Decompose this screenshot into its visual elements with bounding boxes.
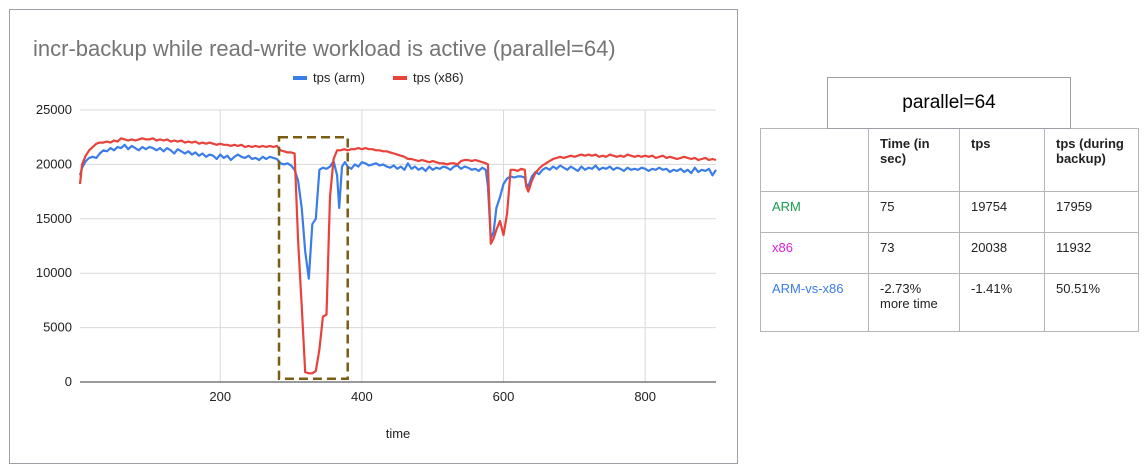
legend-label-x86: tps (x86) [413,70,464,85]
y-tick-label: 10000 [36,265,72,280]
cell-x86-tps-backup: 11932 [1044,232,1139,274]
y-tick-label: 25000 [36,102,72,117]
table-row-arm-vs-x86: ARM-vs-x86 -2.73% more time -1.41% 50.51… [760,273,1139,332]
header-cell-time: Time (in sec) [868,128,960,192]
cell-arm-tps-backup: 17959 [1044,191,1139,233]
parallel-label: parallel=64 [902,92,996,113]
x-tick-label: 400 [351,389,373,404]
header-cell-tps-during-backup: tps (during backup) [1044,128,1139,192]
parallel-label-box: parallel=64 [827,77,1071,129]
x-tick-label: 800 [634,389,656,404]
highlight-box [277,135,349,380]
cell-x86-tps: 20038 [959,232,1045,274]
table-row-x86: x86 73 20038 11932 [760,232,1139,274]
series-layer [78,137,717,375]
cell-arm-time: 75 [868,191,960,233]
stats-table: Time (in sec) tps tps (during backup) AR… [760,128,1139,332]
highlight-layer [277,135,349,380]
line-chart: incr-backup while read-write workload is… [33,36,717,441]
legend-label-arm: tps (arm) [313,70,365,85]
x-axis-label: time [386,426,411,441]
y-tick-label: 0 [65,374,72,389]
legend-swatch-x86 [393,76,407,80]
chart-panel: incr-backup while read-write workload is… [9,9,738,464]
cell-vs-time: -2.73% more time [868,273,960,332]
y-tick-label: 15000 [36,211,72,226]
header-cell-tps: tps [959,128,1045,192]
x-tick-label: 200 [209,389,231,404]
cell-arm-tps: 19754 [959,191,1045,233]
cell-vs-tps-backup: 50.51% [1044,273,1139,332]
row-label-arm-vs-x86: ARM-vs-x86 [760,273,869,332]
table-header-row: Time (in sec) tps tps (during backup) [760,128,1139,192]
table-row-arm: ARM 75 19754 17959 [760,191,1139,233]
series-line-arm [78,143,717,280]
x-axis-ticks: 200 400 600 800 [209,389,656,404]
x-tick-label: 600 [493,389,515,404]
chart-title: incr-backup while read-write workload is… [33,36,616,61]
cell-x86-time: 73 [868,232,960,274]
series-line-x86 [78,137,717,375]
header-cell-blank [760,128,869,192]
y-tick-label: 5000 [43,320,72,335]
legend-swatch-arm [293,76,307,80]
chart-legend: tps (arm) tps (x86) [293,70,464,85]
row-label-arm: ARM [760,191,869,233]
y-axis-ticks: 0 5000 10000 15000 20000 25000 [36,102,72,389]
y-tick-label: 20000 [36,156,72,171]
row-label-x86: x86 [760,232,869,274]
cell-vs-tps: -1.41% [959,273,1045,332]
